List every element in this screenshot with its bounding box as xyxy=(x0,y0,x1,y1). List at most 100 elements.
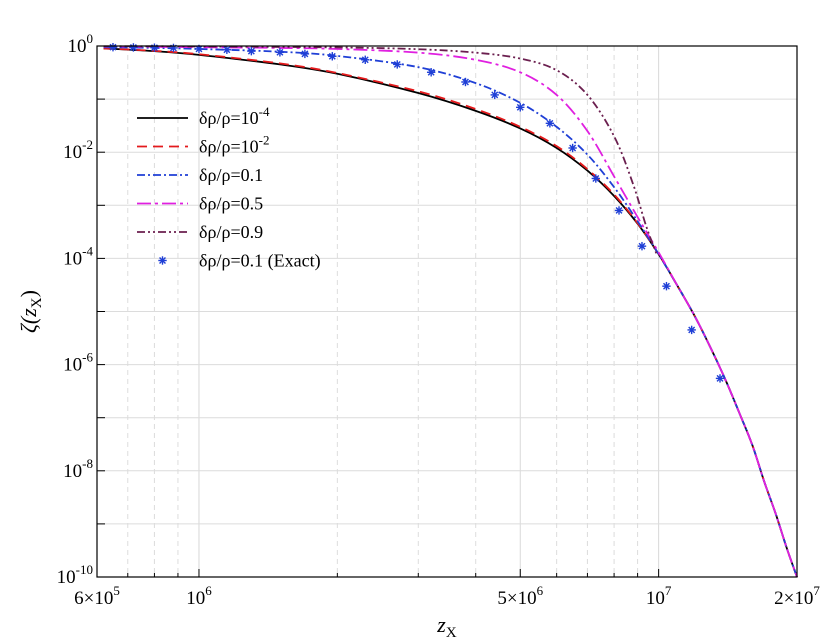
marker-stroke xyxy=(491,91,499,99)
data-point xyxy=(247,46,256,56)
x-tick-label: 5×106 xyxy=(497,583,543,609)
x-tick-label: 6×105 xyxy=(74,583,120,609)
marker-stroke xyxy=(301,50,309,58)
marker-stroke xyxy=(223,46,231,54)
data-point xyxy=(715,374,725,383)
legend-item: δρ/ρ=10-4 xyxy=(137,104,270,128)
legend-label-base: δρ/ρ=10 xyxy=(199,108,259,128)
legend-item: δρ/ρ=0.1 (Exact) xyxy=(158,251,321,272)
x-tick-label-base: 10 xyxy=(646,588,665,609)
legend-item: δρ/ρ=0.9 xyxy=(137,222,263,242)
x-tick-label-base: 2×10 xyxy=(774,588,813,609)
ticks xyxy=(97,45,660,578)
legend-label-exp: -4 xyxy=(259,104,270,119)
y-tick-label: 10-8 xyxy=(63,456,93,482)
marker-stroke xyxy=(195,45,203,53)
y-tick-label: 10-10 xyxy=(57,562,93,588)
y-axis-title-close: ) xyxy=(16,290,41,297)
data-point xyxy=(426,68,436,77)
data-point xyxy=(275,48,285,57)
x-tick-label: 106 xyxy=(186,583,212,609)
y-tick-label-exp: -6 xyxy=(82,350,93,365)
data-point xyxy=(129,43,138,52)
y-tick-label-base: 10 xyxy=(63,248,82,269)
data-point xyxy=(328,52,337,61)
marker-stroke xyxy=(361,56,369,64)
data-point xyxy=(222,45,232,54)
marker-stroke xyxy=(276,48,284,56)
y-tick-label-exp: -8 xyxy=(82,456,93,471)
y-tick-label-base: 10 xyxy=(63,461,82,482)
y-tick-label: 10-2 xyxy=(63,137,93,163)
series-line-3 xyxy=(103,45,798,578)
x-tick-label-base: 5×10 xyxy=(497,588,536,609)
marker-stroke xyxy=(328,52,336,60)
legend-label-exp: -2 xyxy=(259,133,270,148)
y-tick-label: 10-6 xyxy=(63,350,93,376)
legend-label-base: δρ/ρ=0.5 xyxy=(199,194,263,214)
legend: δρ/ρ=10-4δρ/ρ=10-2δρ/ρ=0.1δρ/ρ=0.5δρ/ρ=0… xyxy=(137,104,321,272)
y-tick-label-exp: -2 xyxy=(82,137,93,152)
x-axis-title-base: z xyxy=(436,612,446,637)
data-point xyxy=(568,143,577,153)
marker-stroke xyxy=(716,374,724,382)
y-tick-label: 100 xyxy=(68,31,94,57)
legend-label: δρ/ρ=10-4 xyxy=(199,104,270,128)
x-tick-label-exp: 6 xyxy=(205,583,212,598)
data-point xyxy=(108,42,118,52)
y-tick-label-base: 10 xyxy=(68,36,87,57)
y-tick-label-base: 10 xyxy=(63,355,82,376)
data-point xyxy=(150,43,159,52)
data-point xyxy=(393,60,402,69)
x-tick-label-base: 6×10 xyxy=(74,588,113,609)
legend-label-base: δρ/ρ=0.1 xyxy=(199,165,263,185)
marker-stroke xyxy=(109,43,117,51)
marker-stroke xyxy=(546,119,554,127)
marker-stroke xyxy=(427,68,435,76)
legend-label: δρ/ρ=10-2 xyxy=(199,133,269,157)
data-point xyxy=(516,103,525,112)
y-tick-label-base: 10 xyxy=(63,142,82,163)
tick-labels: 6×105 106 5×106 107 2×10710010-210-410-610-8… xyxy=(57,31,821,609)
legend-item: δρ/ρ=0.1 xyxy=(137,165,263,185)
y-tick-label-exp: -4 xyxy=(82,243,93,258)
y-axis-title-base: ζ(z xyxy=(16,308,41,333)
marker-stroke xyxy=(638,242,646,250)
legend-label: δρ/ρ=0.1 xyxy=(199,165,263,185)
series-layer xyxy=(103,42,798,578)
data-point xyxy=(461,77,470,87)
y-tick-label: 10-4 xyxy=(63,243,93,269)
x-tick-label-exp: 6 xyxy=(537,583,544,598)
data-point xyxy=(591,174,601,183)
marker-stroke xyxy=(516,103,524,111)
data-point xyxy=(300,49,310,59)
data-point xyxy=(169,43,178,53)
legend-label-base: δρ/ρ=0.1 (Exact) xyxy=(199,251,321,272)
legend-marker xyxy=(158,256,167,265)
legend-item: δρ/ρ=0.5 xyxy=(137,194,263,214)
marker-stroke xyxy=(615,206,623,214)
series-line-2 xyxy=(103,46,798,578)
legend-label-base: δρ/ρ=0.9 xyxy=(199,222,263,242)
data-point xyxy=(662,281,671,291)
x-axis-title: zX xyxy=(436,612,457,641)
x-tick-label-exp: 7 xyxy=(813,583,820,598)
data-point xyxy=(490,90,499,100)
marker-stroke xyxy=(247,47,255,55)
x-tick-label-exp: 7 xyxy=(665,583,672,598)
marker-stroke xyxy=(393,60,401,68)
x-tick-label: 2×107 xyxy=(774,583,820,609)
marker-stroke xyxy=(569,144,577,152)
marker-stroke xyxy=(159,257,166,264)
legend-label-base: δρ/ρ=10 xyxy=(199,137,259,157)
x-tick-label: 107 xyxy=(646,583,672,609)
legend-label: δρ/ρ=0.5 xyxy=(199,194,263,214)
y-axis-title: ζ(zX) xyxy=(16,290,45,333)
x-tick-label-exp: 5 xyxy=(113,583,120,598)
data-point xyxy=(687,325,696,335)
y-axis-title-sub: X xyxy=(29,297,45,308)
y-tick-label-exp: 0 xyxy=(87,31,94,46)
legend-label: δρ/ρ=0.9 xyxy=(199,222,263,242)
